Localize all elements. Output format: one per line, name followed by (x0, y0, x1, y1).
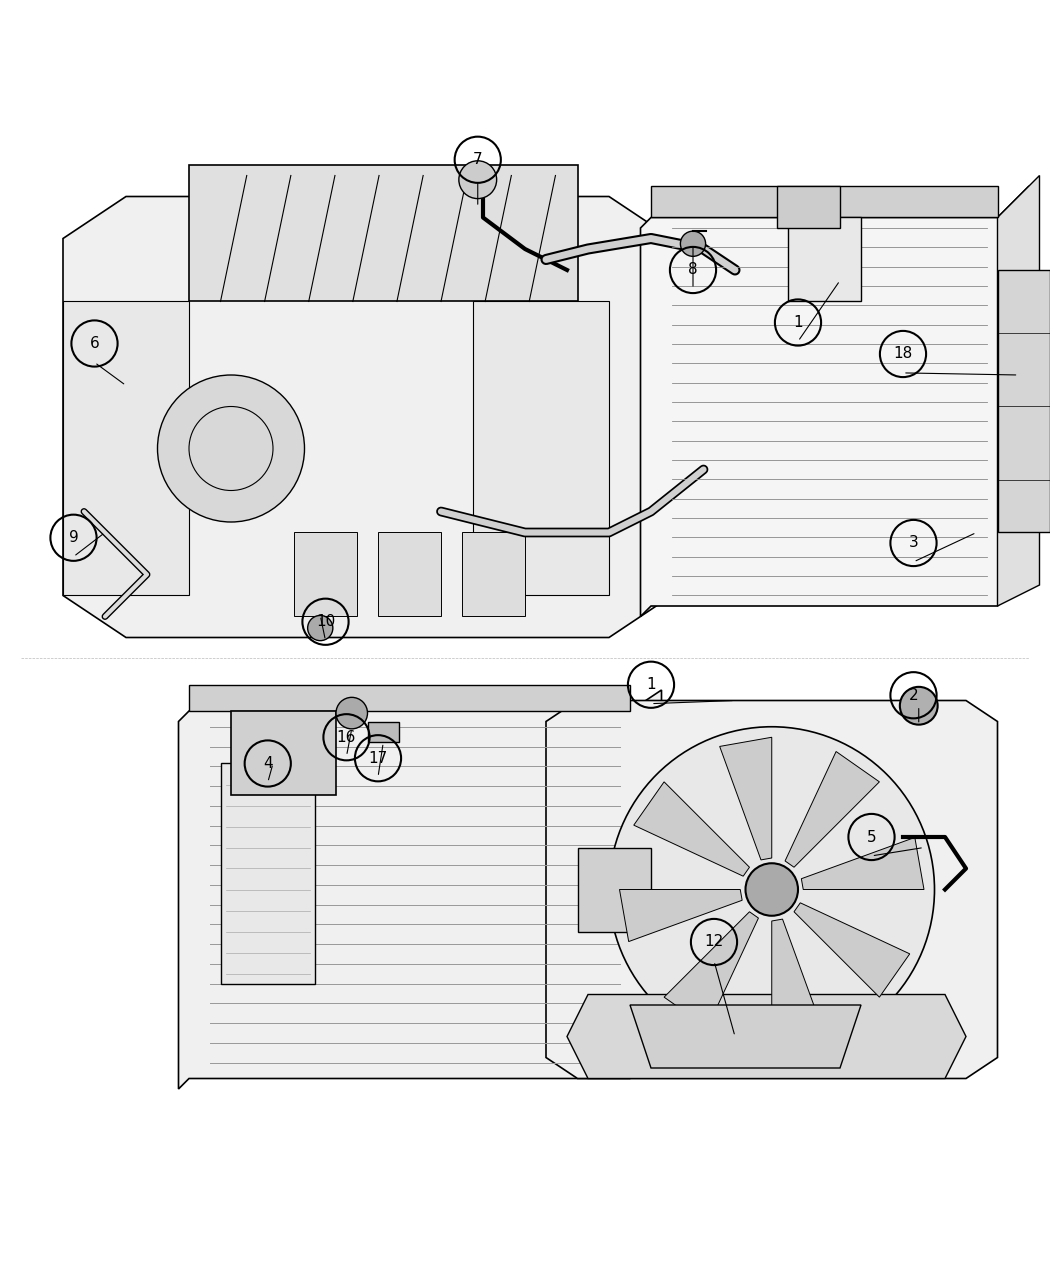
Polygon shape (472, 301, 609, 595)
Circle shape (336, 697, 367, 729)
Polygon shape (630, 1005, 861, 1068)
Polygon shape (220, 764, 315, 984)
Polygon shape (777, 186, 840, 228)
Polygon shape (788, 218, 861, 301)
Text: 4: 4 (262, 756, 273, 771)
Polygon shape (63, 196, 672, 638)
Text: 2: 2 (908, 687, 919, 703)
Polygon shape (567, 994, 966, 1079)
Polygon shape (189, 164, 578, 301)
Polygon shape (794, 903, 909, 997)
Text: 1: 1 (646, 677, 656, 692)
Polygon shape (785, 751, 880, 867)
Polygon shape (368, 722, 399, 742)
Circle shape (459, 161, 497, 199)
Circle shape (308, 616, 333, 640)
Polygon shape (998, 176, 1040, 606)
Polygon shape (801, 838, 924, 890)
Circle shape (900, 687, 938, 724)
Polygon shape (546, 700, 998, 1079)
Polygon shape (772, 919, 824, 1042)
Polygon shape (63, 301, 189, 595)
Polygon shape (462, 533, 525, 617)
Circle shape (609, 727, 934, 1052)
Text: 7: 7 (472, 152, 483, 167)
Text: 10: 10 (316, 615, 335, 630)
Polygon shape (719, 737, 772, 859)
Polygon shape (998, 270, 1050, 533)
Text: 1: 1 (793, 315, 803, 330)
Text: 17: 17 (369, 751, 387, 766)
Text: 6: 6 (89, 337, 100, 351)
Text: 8: 8 (688, 263, 698, 278)
Polygon shape (294, 533, 357, 617)
Polygon shape (231, 711, 336, 796)
Polygon shape (189, 685, 630, 711)
Text: 5: 5 (866, 830, 877, 844)
Text: 12: 12 (705, 935, 723, 950)
Circle shape (158, 375, 304, 521)
Polygon shape (620, 890, 742, 941)
Text: 3: 3 (908, 536, 919, 551)
Polygon shape (664, 912, 758, 1028)
Polygon shape (640, 186, 1029, 617)
Polygon shape (178, 690, 662, 1089)
Polygon shape (378, 533, 441, 617)
Text: 9: 9 (68, 530, 79, 546)
Polygon shape (634, 782, 750, 876)
Text: 16: 16 (337, 729, 356, 745)
Polygon shape (651, 186, 998, 218)
Text: 18: 18 (894, 347, 912, 362)
Circle shape (746, 863, 798, 915)
Circle shape (680, 231, 706, 256)
Polygon shape (578, 848, 651, 932)
